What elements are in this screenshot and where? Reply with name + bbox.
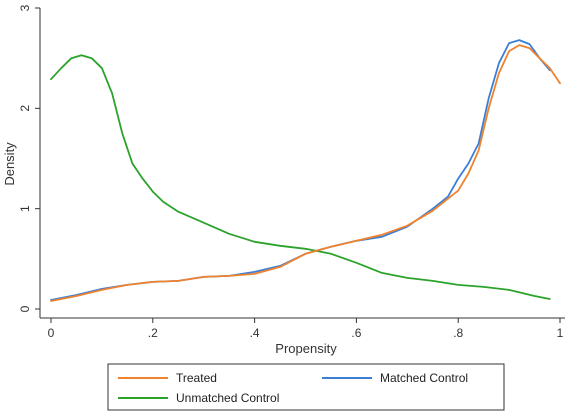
legend: Treated Matched Control Unmatched Control bbox=[107, 363, 505, 411]
x-tick-label: 0 bbox=[48, 326, 55, 340]
y-axis-title: Density bbox=[2, 142, 17, 186]
axes bbox=[39, 8, 565, 319]
legend-label-matched-control: Matched Control bbox=[380, 371, 468, 385]
x-axis-title: Propensity bbox=[275, 341, 337, 356]
x-tick-label: 1 bbox=[557, 326, 564, 340]
tick-labels: 0 .2 .4 .6 .8 1 0 1 2 3 bbox=[18, 4, 564, 340]
y-tick-label: 1 bbox=[18, 205, 32, 212]
y-tick-label: 0 bbox=[18, 305, 32, 312]
legend-box bbox=[107, 363, 505, 411]
series-line-treated bbox=[50, 44, 561, 302]
x-tick-label: .2 bbox=[148, 326, 158, 340]
legend-items: Treated Matched Control Unmatched Control bbox=[118, 371, 468, 405]
legend-label-unmatched-control: Unmatched Control bbox=[176, 391, 279, 405]
series-line-unmatched-control bbox=[50, 54, 551, 300]
x-tick-label: .4 bbox=[250, 326, 260, 340]
series-lines bbox=[50, 39, 561, 302]
y-tick-label: 2 bbox=[18, 105, 32, 112]
y-tick-label: 3 bbox=[18, 4, 32, 11]
legend-label-treated: Treated bbox=[176, 371, 217, 385]
x-tick-label: .6 bbox=[351, 326, 361, 340]
tick-marks bbox=[35, 7, 561, 323]
x-tick-label: .8 bbox=[453, 326, 463, 340]
